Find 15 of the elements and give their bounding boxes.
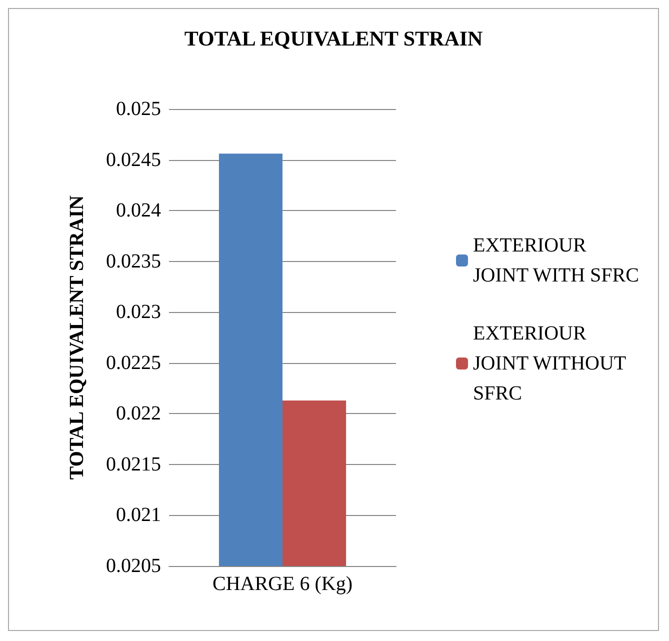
y-tick-label: 0.0245 bbox=[106, 148, 161, 171]
y-tick-label: 0.023 bbox=[116, 301, 161, 324]
x-tick-label: CHARGE 6 (Kg) bbox=[212, 573, 352, 595]
y-tick-label: 0.024 bbox=[116, 200, 161, 222]
chart-title: TOTAL EQUIVALENT STRAIN bbox=[184, 26, 483, 50]
y-tick-label: 0.0215 bbox=[106, 453, 161, 476]
legend-label: EXTERIOUR JOINT WITH SFRC bbox=[473, 234, 639, 286]
y-tick-label: 0.0225 bbox=[106, 352, 161, 374]
legend-label: EXTERIOUR JOINT WITHOUT SFRC bbox=[473, 322, 631, 404]
y-tick-label: 0.021 bbox=[116, 504, 161, 526]
y-tick-label: 0.025 bbox=[116, 98, 161, 120]
y-tick-label: 0.0205 bbox=[106, 555, 161, 577]
y-tick-label: 0.022 bbox=[116, 402, 161, 425]
y-tick-label: 0.0235 bbox=[106, 250, 161, 272]
y-axis-title: TOTAL EQUIVALENT STRAIN bbox=[66, 194, 88, 480]
